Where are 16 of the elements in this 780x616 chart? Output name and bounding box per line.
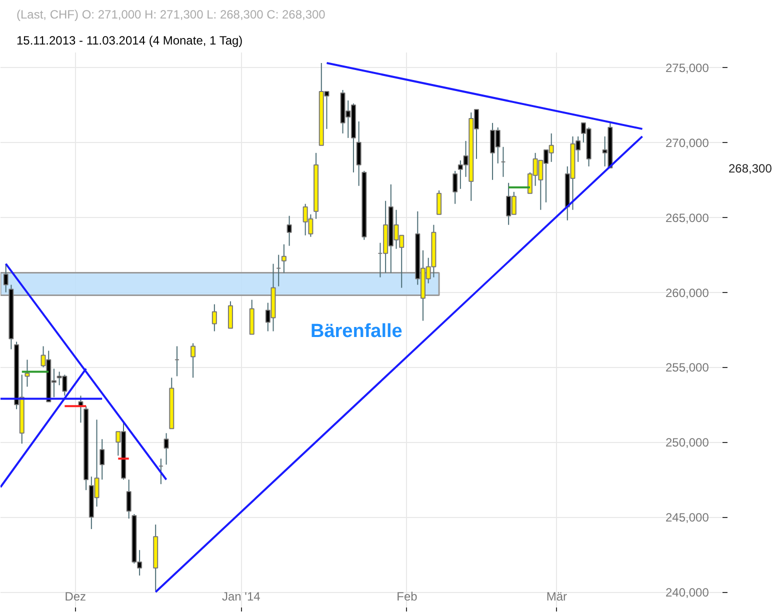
x-tick-label: Dez bbox=[64, 590, 86, 604]
y-tick-label: 270,000 bbox=[666, 136, 710, 150]
text: 268,300 bbox=[728, 161, 772, 176]
y-tick-label: 265,000 bbox=[666, 210, 710, 225]
annotation: Bärenfalle bbox=[310, 321, 402, 342]
x-tick-label: Mär bbox=[546, 590, 568, 604]
y-tick-label: 240,000 bbox=[666, 586, 710, 600]
x-tick-label: Jan '14 bbox=[222, 590, 261, 604]
x-tick-label: Feb bbox=[396, 590, 418, 604]
chart-subtitle: 15.11.2013 - 11.03.2014 (4 Monate, 1 Tag) bbox=[16, 34, 243, 48]
y-tick-label: 245,000 bbox=[666, 510, 710, 525]
y-tick-label: 255,000 bbox=[666, 360, 710, 375]
chart-title: (Last, CHF) O: 271,000 H: 271,300 L: 268,300 C: 268,300 bbox=[16, 8, 326, 22]
y-tick-label: 275,000 bbox=[666, 60, 710, 75]
y-tick-label: 250,000 bbox=[666, 436, 710, 450]
y-tick-label: 260,000 bbox=[666, 286, 710, 300]
